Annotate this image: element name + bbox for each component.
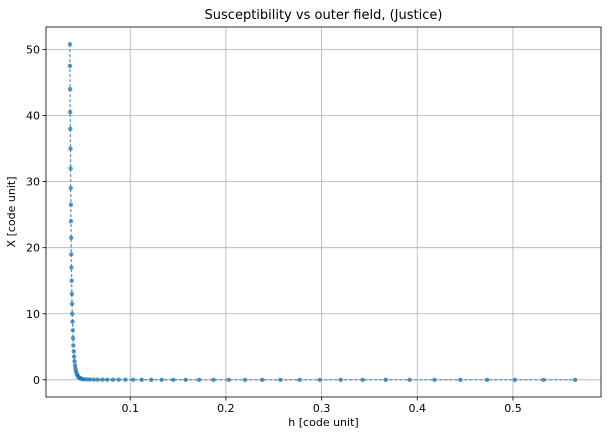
- x-tick-label: 0.4: [409, 402, 427, 415]
- data-point: [71, 349, 76, 354]
- data-point: [116, 377, 121, 382]
- data-point: [68, 202, 74, 207]
- data-point: [572, 377, 578, 383]
- data-point: [71, 354, 77, 359]
- data-point: [407, 377, 412, 383]
- data-point: [242, 377, 248, 382]
- data-point: [69, 291, 75, 297]
- data-point: [100, 377, 105, 382]
- data-point: [105, 377, 110, 382]
- data-point: [432, 377, 437, 383]
- data-point: [68, 146, 73, 151]
- data-point: [69, 252, 74, 257]
- x-axis-ticks: 0.1 0.2 0.3 0.4 0.5: [121, 397, 522, 415]
- data-point: [70, 336, 76, 341]
- data-point: [68, 235, 74, 240]
- y-axis-ticks: 0 10 20 30 40 50: [26, 43, 46, 387]
- y-tick-label: 10: [26, 308, 40, 321]
- data-point: [123, 377, 128, 382]
- data-point: [130, 377, 136, 382]
- y-tick-label: 30: [26, 176, 40, 189]
- x-tick-label: 0.3: [313, 402, 331, 415]
- y-tick-label: 0: [33, 374, 40, 387]
- data-point: [68, 126, 73, 131]
- data-point: [338, 377, 343, 383]
- plot-frame: [45, 26, 602, 398]
- y-axis-label: X [code unit]: [5, 177, 18, 248]
- data-point: [110, 377, 116, 382]
- data-point: [70, 319, 75, 324]
- data-point: [260, 377, 265, 382]
- data-point: [278, 377, 283, 382]
- data-point: [541, 377, 546, 383]
- data-point: [67, 41, 73, 47]
- data-point: [69, 301, 75, 307]
- data-point: [226, 377, 231, 382]
- data-point: [95, 377, 100, 382]
- data-point: [317, 377, 322, 383]
- x-tick-label: 0.2: [217, 402, 235, 415]
- data-point: [360, 377, 365, 383]
- x-tick-label: 0.1: [121, 402, 139, 415]
- data-point: [383, 377, 388, 383]
- y-tick-label: 50: [26, 43, 40, 56]
- data-point: [211, 377, 216, 382]
- y-tick-label: 20: [26, 242, 40, 255]
- chart-title: Susceptibility vs outer field, (Justice): [205, 8, 443, 23]
- data-point: [70, 311, 75, 316]
- data-point: [139, 377, 144, 382]
- data-point: [196, 377, 202, 382]
- data-point: [149, 377, 154, 382]
- data-point: [68, 166, 73, 171]
- x-tick-label: 0.5: [504, 402, 522, 415]
- data-point: [67, 63, 73, 69]
- data-point: [67, 86, 73, 92]
- x-axis-label: h [code unit]: [288, 416, 358, 429]
- data-point: [69, 278, 74, 283]
- data-point: [69, 265, 74, 270]
- grid: [46, 27, 601, 397]
- data-point: [159, 377, 164, 382]
- data-point: [68, 110, 73, 115]
- data-point: [68, 186, 73, 191]
- data-point: [458, 377, 463, 383]
- data-point: [171, 377, 176, 382]
- data-point: [484, 377, 490, 383]
- data-point: [87, 377, 93, 382]
- data-point: [512, 377, 518, 383]
- data-point: [91, 377, 97, 382]
- data-point: [183, 377, 188, 382]
- data-point: [72, 359, 77, 364]
- data-point: [72, 363, 78, 368]
- series-layer: [67, 41, 578, 383]
- data-point: [71, 343, 76, 348]
- data-point: [297, 377, 302, 382]
- y-tick-label: 40: [26, 110, 40, 123]
- data-point: [70, 328, 75, 333]
- data-point: [68, 219, 74, 224]
- series-line: [69, 44, 576, 381]
